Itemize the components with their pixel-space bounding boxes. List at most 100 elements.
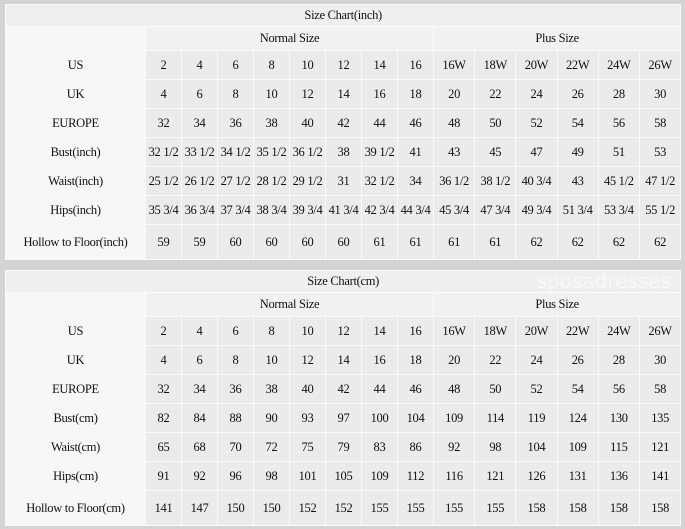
size-cell: 47 (515, 137, 558, 167)
size-cell: 109 (361, 461, 398, 491)
size-cell: 35 1/2 (253, 137, 290, 167)
size-cell: 45 3/4 (432, 195, 476, 225)
size-cell: 20 (432, 79, 476, 109)
row-label: Hollow to Floor(inch) (5, 224, 146, 260)
size-cell: 92 (432, 432, 476, 462)
size-cell: 26W (638, 316, 682, 346)
size-cell: 20 (432, 345, 476, 375)
size-cell: 109 (432, 403, 476, 433)
size-cell: 38 (325, 137, 362, 167)
watermark: sposadresses (536, 269, 671, 293)
size-cell: 124 (556, 403, 599, 433)
size-cell: 16W (432, 50, 476, 80)
size-cell: 48 (432, 108, 476, 138)
size-cell: 54 (556, 374, 599, 404)
row-label: Hollow to Floor(cm) (5, 490, 146, 526)
size-cell: 29 1/2 (289, 166, 326, 196)
row-label: EUROPE (5, 108, 146, 138)
size-cell: 158 (515, 490, 558, 526)
size-cell: 36 1/2 (432, 166, 476, 196)
table-row: US 2 4 6 8 10 12 14 16 16W 18W 20W 22W 24W 26W (5, 50, 682, 80)
size-cell: 70 (217, 432, 254, 462)
chart-title: Size Chart(cm) (4, 270, 682, 293)
size-chart-inch: Size Chart(inch) Normal Size Plus Size US 2 4… (4, 4, 682, 260)
size-cell: 141 (145, 490, 182, 526)
corner-cell (5, 26, 146, 51)
size-cell: 30 (638, 345, 682, 375)
size-cell: 37 3/4 (217, 195, 254, 225)
size-cell: 62 (556, 224, 599, 260)
chart-title: Size Chart(inch) (4, 4, 682, 27)
size-cell: 44 (361, 108, 398, 138)
size-cell: 131 (556, 461, 599, 491)
size-cell: 96 (217, 461, 254, 491)
size-cell: 119 (515, 403, 558, 433)
size-cell: 14 (325, 345, 362, 375)
size-cell: 46 (397, 374, 434, 404)
group-normal-size: Normal Size (145, 26, 434, 51)
table-row: Waist(inch) 25 1/2 26 1/2 27 1/2 28 1/2 29 1/… (5, 166, 682, 196)
size-cell: 6 (181, 79, 218, 109)
row-label: Bust(cm) (5, 403, 146, 433)
table-row: Hollow to Floor(inch) 59 59 60 60 60 60 61 61 61 6… (5, 224, 682, 260)
size-cell: 61 (361, 224, 398, 260)
size-cell: 12 (289, 79, 326, 109)
row-label: US (5, 50, 146, 80)
row-label: Waist(inch) (5, 166, 146, 196)
size-cell: 42 (325, 374, 362, 404)
size-cell: 28 1/2 (253, 166, 290, 196)
size-cell: 52 (515, 108, 558, 138)
size-cell: 20W (515, 316, 558, 346)
row-label: Bust(inch) (5, 137, 146, 167)
size-cell: 59 (145, 224, 182, 260)
size-cell: 8 (217, 79, 254, 109)
size-cell: 2 (145, 50, 182, 80)
size-cell: 10 (289, 50, 326, 80)
size-cell: 38 1/2 (474, 166, 517, 196)
size-cell: 130 (597, 403, 640, 433)
size-cell: 22W (556, 316, 599, 346)
size-cell: 4 (181, 316, 218, 346)
table-row: Hips(cm) 91 92 96 98 101 105 109 112 116 121 126 131… (5, 461, 682, 491)
size-cell: 90 (253, 403, 290, 433)
row-label: EUROPE (5, 374, 146, 404)
size-cell: 50 (474, 374, 517, 404)
size-cell: 38 (253, 374, 290, 404)
size-cell: 62 (597, 224, 640, 260)
size-cell: 45 1/2 (597, 166, 640, 196)
size-cell: 26 (556, 345, 599, 375)
size-cell: 141 (638, 461, 682, 491)
size-cell: 101 (289, 461, 326, 491)
size-cell: 6 (181, 345, 218, 375)
size-cell: 30 (638, 79, 682, 109)
size-cell: 14 (325, 79, 362, 109)
size-cell: 88 (217, 403, 254, 433)
size-cell: 104 (397, 403, 434, 433)
size-cell: 84 (181, 403, 218, 433)
size-cell: 48 (432, 374, 476, 404)
size-cell: 32 1/2 (361, 166, 398, 196)
size-cell: 49 (556, 137, 599, 167)
size-cell: 114 (474, 403, 517, 433)
size-cell: 109 (556, 432, 599, 462)
group-plus-size: Plus Size (432, 292, 682, 317)
size-cell: 75 (289, 432, 326, 462)
size-cell: 32 (145, 374, 182, 404)
size-cell: 42 3/4 (361, 195, 398, 225)
size-cell: 10 (289, 316, 326, 346)
size-cell: 47 1/2 (638, 166, 682, 196)
size-cell: 14 (361, 50, 398, 80)
size-cell: 60 (217, 224, 254, 260)
size-cell: 98 (253, 461, 290, 491)
size-cell: 2 (145, 316, 182, 346)
size-cell: 34 (181, 374, 218, 404)
size-cell: 14 (361, 316, 398, 346)
size-cell: 12 (289, 345, 326, 375)
size-cell: 32 1/2 (145, 137, 182, 167)
size-cell: 26 (556, 79, 599, 109)
size-cell: 152 (325, 490, 362, 526)
size-cell: 10 (253, 345, 290, 375)
size-cell: 8 (253, 316, 290, 346)
size-cell: 155 (361, 490, 398, 526)
size-cell: 51 3/4 (556, 195, 599, 225)
